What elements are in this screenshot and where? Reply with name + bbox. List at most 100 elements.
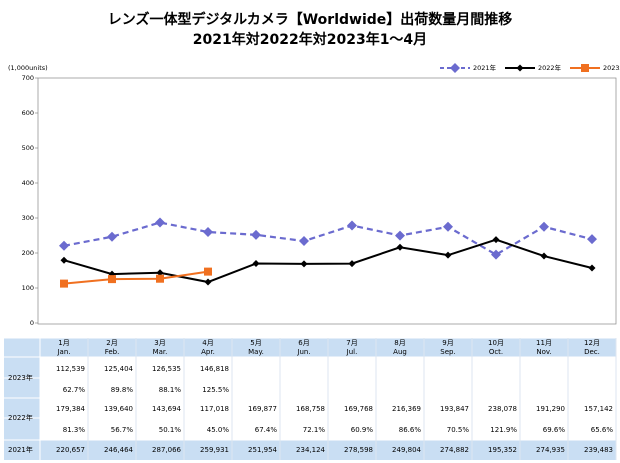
cell-value: 179,384 — [56, 405, 85, 413]
marker — [491, 249, 501, 260]
y-tick-label: 100 — [22, 284, 34, 292]
cell-value: 191,290 — [536, 405, 565, 413]
marker — [204, 278, 212, 286]
month-label-en: Oct. — [489, 348, 503, 356]
row-label: 2022年 — [8, 413, 33, 422]
cell-value: 274,935 — [536, 446, 565, 454]
legend-marker — [581, 64, 589, 72]
cell-value: 239,483 — [584, 446, 613, 454]
series-line — [63, 238, 593, 284]
month-label: 1月 — [58, 339, 69, 347]
cell-ratio: 121.9% — [490, 426, 517, 434]
legend-marker — [450, 63, 460, 73]
marker — [395, 230, 405, 241]
cell-value: 169,768 — [344, 405, 373, 413]
cell-value: 216,369 — [392, 405, 421, 413]
month-label: 5月 — [250, 339, 261, 347]
cell-value: 238,078 — [488, 405, 517, 413]
marker — [347, 220, 357, 231]
marker — [204, 267, 212, 276]
cell-ratio: 60.9% — [351, 426, 374, 434]
month-label-en: Feb. — [105, 348, 120, 356]
cell-ratio: 65.6% — [591, 426, 614, 434]
cell-value: 249,804 — [392, 446, 421, 454]
legend-label: 2023年 — [603, 63, 620, 72]
table-header-bg — [4, 338, 616, 357]
marker — [587, 234, 597, 245]
month-label-en: Mar. — [153, 348, 168, 356]
month-label-en: Apr. — [201, 348, 215, 356]
cell-value: 112,539 — [56, 365, 85, 373]
series-line — [63, 270, 209, 285]
cell-value: 157,142 — [584, 405, 613, 413]
month-label-en: Jan. — [56, 348, 70, 356]
cell-ratio: 125.5% — [202, 386, 229, 394]
cell-ratio: 50.1% — [159, 426, 182, 434]
marker — [156, 274, 164, 283]
marker — [444, 251, 452, 259]
cell-ratio: 56.7% — [111, 426, 134, 434]
marker — [60, 279, 68, 288]
legend-label: 2021年 — [473, 63, 497, 72]
y-tick-label: 400 — [22, 179, 34, 187]
cell-value: 117,018 — [200, 405, 229, 413]
cell-ratio: 67.4% — [255, 426, 278, 434]
marker — [396, 243, 404, 251]
cell-ratio: 88.1% — [159, 386, 182, 394]
cell-ratio: 70.5% — [447, 426, 470, 434]
plot-frame — [37, 77, 617, 325]
month-label: 11月 — [536, 339, 552, 347]
cell-value: 274,882 — [440, 446, 469, 454]
month-label: 10月 — [488, 339, 504, 347]
cell-value: 251,954 — [248, 446, 277, 454]
month-label: 2月 — [106, 339, 117, 347]
month-label: 9月 — [442, 339, 453, 347]
legend-marker — [516, 64, 524, 72]
legend-label: 2022年 — [538, 63, 562, 72]
marker — [155, 217, 165, 228]
y-axis-label: (1,000units) — [8, 64, 48, 72]
marker — [348, 260, 356, 268]
month-label: 7月 — [346, 339, 357, 347]
month-label-en: Dec. — [584, 348, 600, 356]
cell-value: 139,640 — [104, 405, 133, 413]
marker — [107, 231, 117, 242]
y-tick-label: 300 — [22, 214, 34, 222]
cell-value: 146,818 — [200, 365, 229, 373]
marker — [539, 221, 549, 232]
cell-ratio: 72.1% — [303, 426, 326, 434]
month-label-en: Aug — [393, 348, 407, 356]
y-tick-label: 600 — [22, 109, 34, 117]
cell-value: 126,535 — [152, 365, 181, 373]
y-tick-label: 700 — [22, 74, 34, 82]
cell-ratio: 81.3% — [63, 426, 86, 434]
month-label-en: Nov. — [536, 348, 551, 356]
y-tick-label: 200 — [22, 249, 34, 257]
table-label-bg — [4, 357, 40, 460]
cell-value: 125,404 — [104, 365, 133, 373]
cell-ratio: 45.0% — [207, 426, 230, 434]
cell-value: 246,464 — [104, 446, 133, 454]
cell-value: 193,847 — [440, 405, 469, 413]
cell-ratio: 89.8% — [111, 386, 134, 394]
cell-value: 278,598 — [344, 446, 373, 454]
row-label: 2021年 — [8, 445, 33, 454]
month-label-en: Sep. — [440, 348, 455, 356]
cell-value: 195,352 — [488, 446, 517, 454]
y-tick-label: 500 — [22, 144, 34, 152]
row-label: 2023年 — [8, 373, 33, 382]
marker — [156, 269, 164, 277]
cell-value: 143,694 — [152, 405, 181, 413]
marker — [59, 240, 69, 251]
marker — [252, 260, 260, 268]
marker — [299, 236, 309, 247]
marker — [300, 260, 308, 268]
cell-ratio: 69.6% — [543, 426, 566, 434]
chart-subtitle: 2021年対2022年対2023年1～4月 — [193, 31, 427, 48]
cell-value: 234,124 — [296, 446, 325, 454]
cell-value: 287,066 — [152, 446, 181, 454]
cell-ratio: 62.7% — [63, 386, 86, 394]
month-label: 3月 — [154, 339, 165, 347]
month-label-en: May. — [248, 348, 264, 356]
